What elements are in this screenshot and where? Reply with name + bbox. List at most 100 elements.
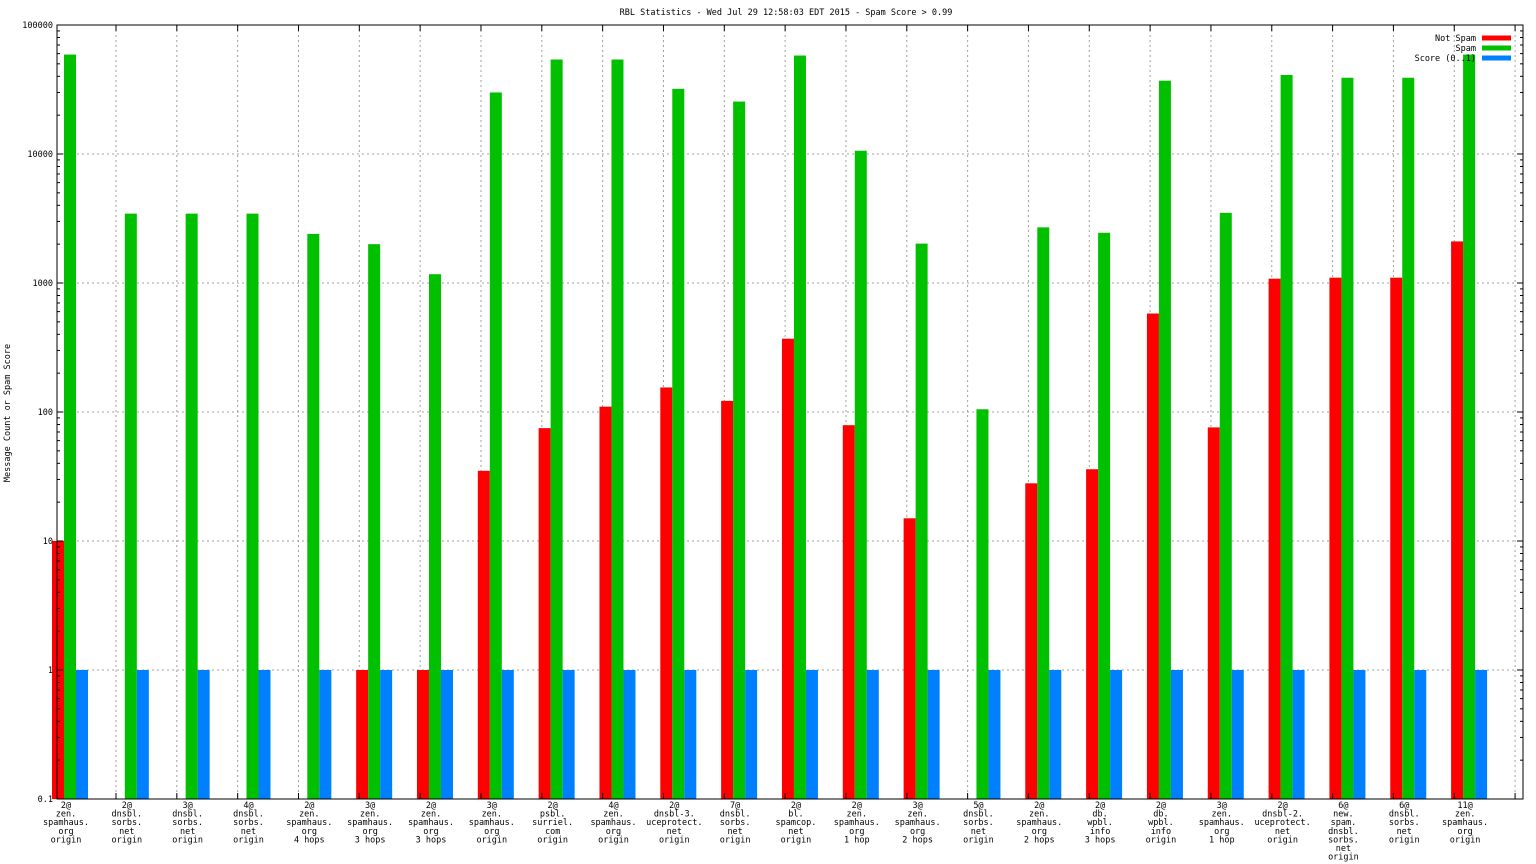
x-tick-label: 3@ zen. spamhaus. org 2 hops: [895, 801, 941, 845]
x-tick-label-line: zen.: [482, 810, 502, 820]
bar-spam: [1280, 74, 1293, 800]
bar-spam: [550, 59, 563, 800]
x-tick-label-line: spamhaus.: [469, 818, 515, 828]
x-tick-label-line: 2@: [304, 801, 314, 811]
bar-not-spam: [721, 400, 734, 799]
bar-score-0-1: [1170, 670, 1183, 799]
bar-spam: [672, 88, 685, 800]
x-tick-label-line: zen.: [907, 810, 927, 820]
x-tick-label-line: origin: [1267, 835, 1298, 845]
x-tick-label-line: com: [545, 827, 560, 837]
x-tick-label-line: origin: [476, 835, 507, 845]
x-tick-label-line: dnsbl.: [233, 810, 264, 820]
x-tick-label-line: dnsbl-3.: [654, 810, 695, 820]
x-tick-label-line: spamhaus.: [1442, 818, 1488, 828]
x-tick-label-line: spamhaus.: [43, 818, 89, 828]
x-tick-label-line: org: [58, 827, 73, 837]
bar-spam: [1463, 54, 1476, 800]
bar-spam: [1402, 77, 1415, 799]
x-tick-label-line: new.: [1333, 810, 1353, 820]
x-tick-label-line: zen.: [360, 810, 380, 820]
x-tick-label: 6@ new. spam. dnsbl. sorbs. net origin: [1328, 801, 1359, 863]
x-tick-label-line: 5@: [973, 801, 983, 811]
bar-score-0-1: [197, 670, 210, 799]
x-tick-label-line: origin: [963, 835, 994, 845]
x-tick-label-line: 7@: [730, 801, 740, 811]
x-tick-label-line: zen.: [603, 810, 623, 820]
x-tick-label-line: org: [1032, 827, 1047, 837]
x-tick-label-line: spamhaus.: [286, 818, 332, 828]
bar-spam: [368, 244, 381, 800]
x-tick-label: 3@ dnsbl. sorbs. net origin: [172, 801, 203, 845]
x-tick-label-line: dnsbl.: [1328, 827, 1359, 837]
x-tick-label-line: org: [1214, 827, 1229, 837]
x-tick-label-line: 2@: [122, 801, 132, 811]
x-tick-label-line: 3 hops: [355, 835, 386, 845]
bar-spam: [489, 92, 502, 799]
y-axis-ticks: 0.1 1 10 100 1000 10000 100000: [22, 21, 1523, 805]
x-tick-label-line: spamhaus.: [895, 818, 941, 828]
x-tick-label: 2@ zen. spamhaus. org 1 hop: [834, 801, 880, 845]
bar-not-spam: [1390, 277, 1403, 799]
bar-not-spam: [660, 387, 673, 799]
legend-label: Spam: [1456, 44, 1476, 54]
x-tick-label-line: sorbs.: [963, 818, 994, 828]
x-tick-label-line: net: [727, 827, 742, 837]
bar-not-spam: [416, 670, 429, 799]
bar-spam: [185, 213, 198, 799]
x-tick-label-line: org: [849, 827, 864, 837]
x-tick-label-line: psbl.: [540, 810, 566, 820]
bar-score-0-1: [684, 670, 697, 799]
x-tick-label-line: dnsbl.: [720, 810, 751, 820]
x-tick-label-line: spamhaus.: [408, 818, 454, 828]
x-tick-label-line: 3@: [1217, 801, 1227, 811]
bar-spam: [307, 233, 320, 799]
x-tick-label: 4@ dnsbl. sorbs. net origin: [233, 801, 264, 845]
x-tick-label-line: spamcop.: [775, 818, 816, 828]
bar-spam: [428, 274, 441, 800]
bar-score-0-1: [136, 670, 149, 799]
x-tick-label-line: 2 hops: [1024, 835, 1055, 845]
x-tick-label-line: 1 hop: [844, 835, 870, 845]
x-tick-label: 3@ zen. spamhaus. org origin: [469, 801, 515, 845]
x-tick-label-line: origin: [720, 835, 751, 845]
bar-score-0-1: [1353, 670, 1366, 799]
bar-not-spam: [1025, 483, 1038, 799]
x-tick-label: 2@ zen. spamhaus. org 3 hops: [408, 801, 454, 845]
x-tick-label: 2@ dnsbl-2. uceprotect. net origin: [1254, 801, 1310, 845]
x-tick-label-line: zen.: [421, 810, 441, 820]
x-tick-label-line: net: [1397, 827, 1412, 837]
legend-label: Score (0..1): [1415, 54, 1476, 64]
x-tick-label: 11@ zen. spamhaus. org origin: [1442, 801, 1488, 845]
y-tick-label: 10000: [27, 150, 53, 160]
bar-series: [52, 54, 1488, 800]
bar-spam: [793, 55, 806, 800]
x-tick-label: 3@ zen. spamhaus. org 3 hops: [347, 801, 393, 845]
x-tick-label-line: 3 hops: [416, 835, 447, 845]
bar-not-spam: [1146, 313, 1159, 799]
y-tick-label: 1: [48, 666, 53, 676]
x-tick-label-line: db.: [1092, 810, 1107, 820]
bar-not-spam: [842, 425, 855, 799]
bar-not-spam: [538, 428, 551, 799]
bar-spam: [733, 101, 746, 799]
bar-score-0-1: [258, 670, 271, 799]
bar-not-spam: [356, 670, 369, 799]
x-tick-label-line: net: [971, 827, 986, 837]
x-tick-label-line: spamhaus.: [590, 818, 636, 828]
x-tick-label-line: net: [119, 827, 134, 837]
x-tick-label-line: origin: [51, 835, 82, 845]
x-tick-label-line: net: [180, 827, 195, 837]
bar-spam: [64, 54, 76, 800]
x-tick-label-line: org: [910, 827, 925, 837]
bar-spam: [1219, 212, 1232, 800]
x-tick-label-line: 3 hops: [1085, 835, 1116, 845]
bar-spam: [1037, 227, 1050, 800]
x-tick-label-line: uceprotect.: [1254, 818, 1310, 828]
x-tick-label-line: 4 hops: [294, 835, 325, 845]
bar-score-0-1: [562, 670, 575, 799]
x-tick-label-line: db.: [1153, 810, 1168, 820]
bar-spam: [611, 59, 624, 800]
